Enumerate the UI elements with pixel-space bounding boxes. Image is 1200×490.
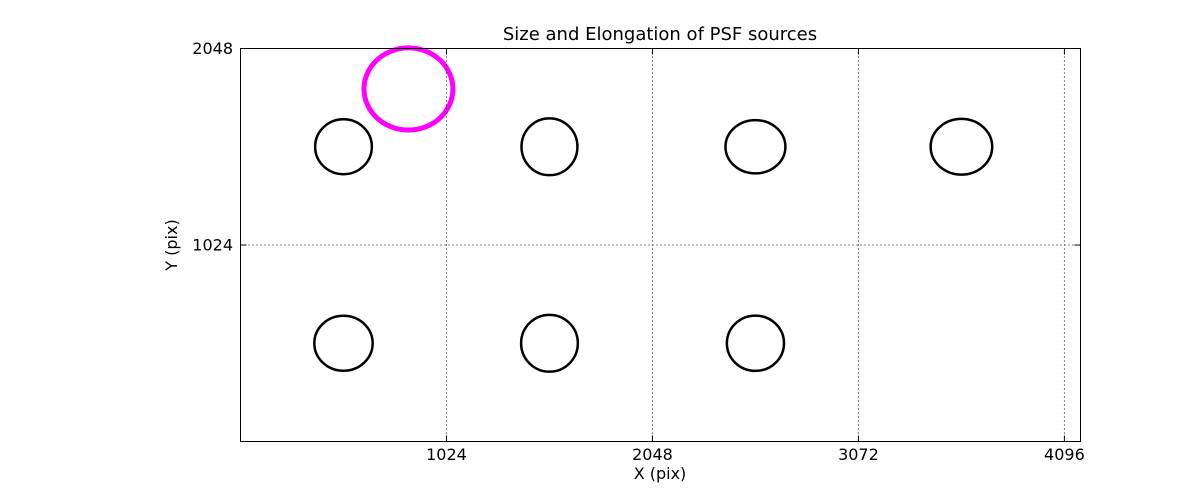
x-tick-label: 3072 xyxy=(838,445,879,464)
psf-ellipse xyxy=(520,117,579,177)
psf-ellipse xyxy=(724,118,787,175)
psf-source-layer xyxy=(313,45,994,373)
x-tick-label: 1024 xyxy=(426,445,467,464)
psf-ellipse-highlight xyxy=(361,45,456,133)
psf-ellipse xyxy=(519,313,580,373)
x-axis-label: X (pix) xyxy=(634,464,687,483)
psf-ellipse xyxy=(929,117,994,176)
tick-label-layer: 1024 2048 3072 4096 1024 2048 xyxy=(192,39,1084,464)
y-tick-label: 2048 xyxy=(192,39,233,58)
y-tick-label: 1024 xyxy=(192,236,233,255)
y-axis-label: Y (pix) xyxy=(162,219,181,271)
chart-title: Size and Elongation of PSF sources xyxy=(503,24,817,45)
psf-ellipse xyxy=(313,314,374,372)
plot-frame xyxy=(240,48,1081,442)
psf-ellipse xyxy=(313,118,374,176)
x-tick-label: 4096 xyxy=(1044,445,1085,464)
psf-ellipse xyxy=(725,314,786,373)
x-tick-label: 2048 xyxy=(632,445,673,464)
